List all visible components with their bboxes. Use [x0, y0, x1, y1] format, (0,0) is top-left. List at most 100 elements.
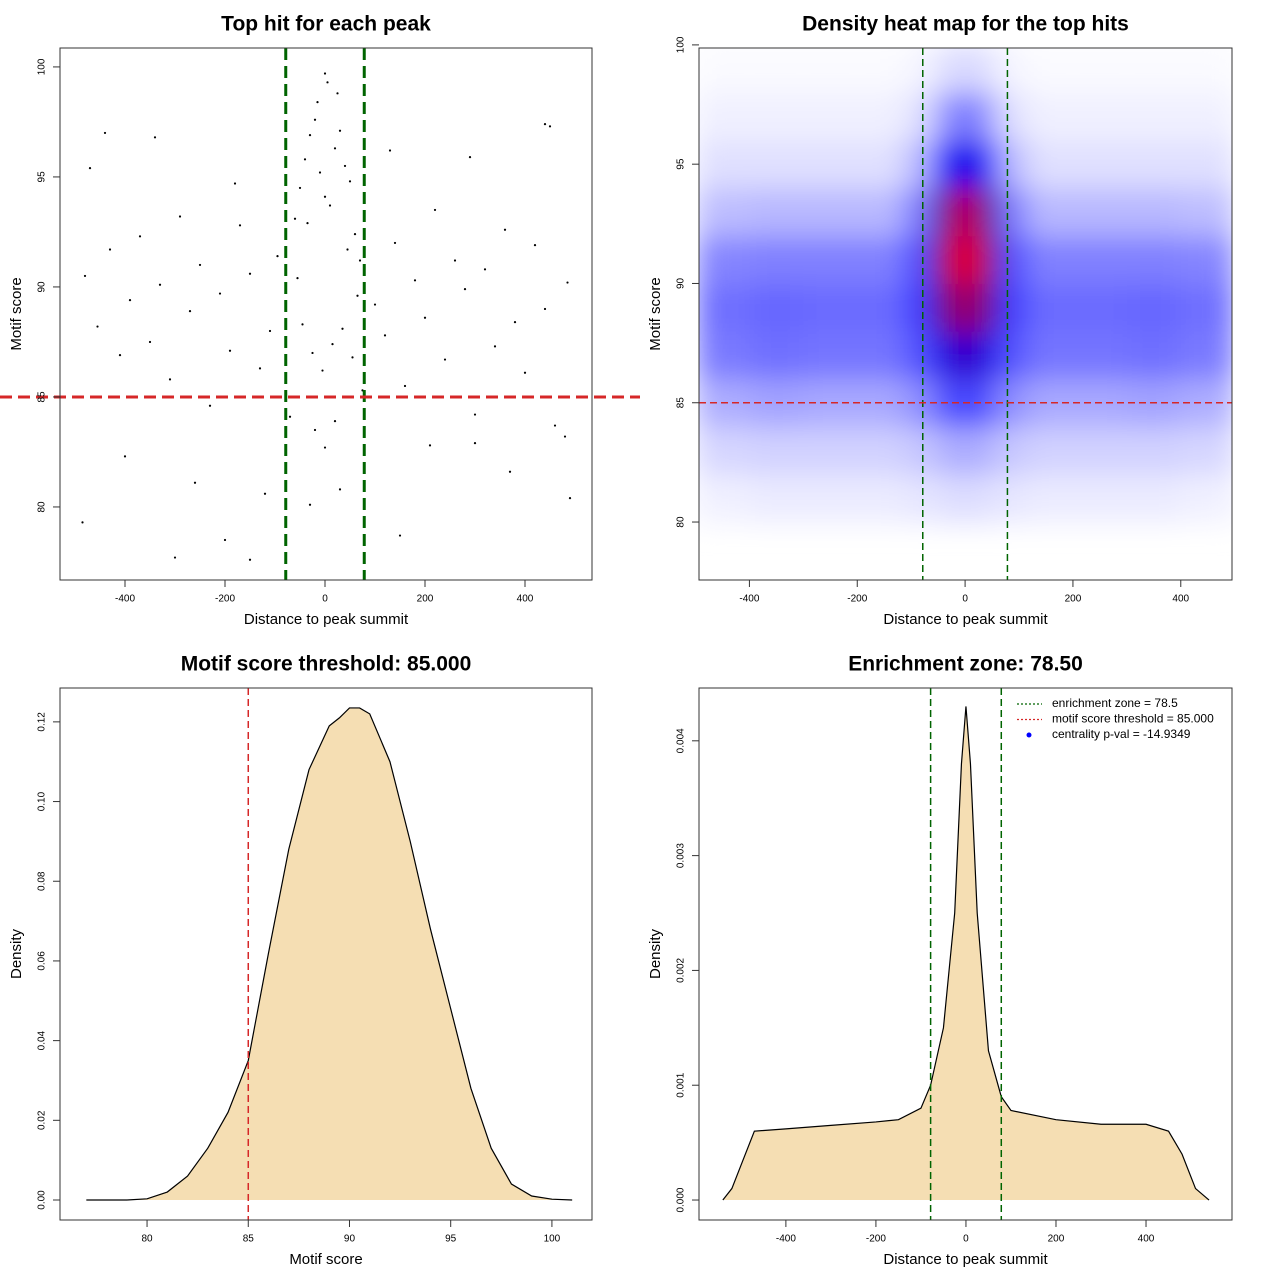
- point: [258, 367, 262, 370]
- point: [308, 503, 312, 506]
- heat-cell: [954, 48, 977, 94]
- point: [248, 558, 252, 561]
- panel: -400 -200 0 200 400 80 85 90 95 100 Top hit for ea…: [0, 13, 640, 628]
- heat-cell: [975, 235, 998, 284]
- y-tick-label: 80: [676, 516, 687, 528]
- heat-cell: [975, 474, 998, 523]
- heat-cell: [932, 140, 955, 189]
- panel: 80 85 90 95 100 0.00 0.02 0.04 0.06 0.08 0.10 0.12 M…: [8, 653, 593, 1268]
- heat-cell: [857, 92, 904, 141]
- point: [301, 323, 304, 326]
- point: [543, 307, 547, 311]
- point: [218, 292, 222, 295]
- point: [298, 186, 302, 190]
- panel: -400 -200 0 200 400 0.000 0.001 0.002 0.003 0.004…: [647, 653, 1233, 1268]
- heat-cell: [699, 140, 750, 189]
- x-tick-label: -200: [866, 1234, 886, 1245]
- y-tick-label: 85: [676, 397, 687, 409]
- point: [311, 351, 314, 355]
- point: [388, 149, 392, 152]
- chart-title: Density heat map for the top hits: [802, 13, 1129, 36]
- heat-cell: [1180, 331, 1232, 380]
- point: [316, 101, 319, 104]
- heat-cell: [699, 331, 750, 380]
- point: [238, 224, 242, 227]
- point: [336, 92, 339, 95]
- heat-cell: [932, 188, 955, 237]
- heat-cell: [997, 426, 1028, 475]
- point: [543, 123, 547, 126]
- x-tick-label: 0: [962, 594, 968, 605]
- point: [346, 248, 349, 251]
- y-tick-label: 0.08: [37, 871, 48, 891]
- point: [208, 404, 212, 407]
- point: [323, 446, 327, 449]
- heat-cell: [857, 331, 904, 380]
- heat-cell: [997, 140, 1028, 189]
- heat-cell: [1072, 283, 1128, 332]
- point: [433, 208, 437, 212]
- point: [173, 556, 177, 559]
- point: [568, 497, 572, 500]
- heat-cell: [954, 92, 977, 141]
- point: [333, 147, 337, 150]
- y-tick-label: 0.12: [37, 712, 48, 732]
- point: [398, 534, 402, 537]
- point: [178, 215, 182, 218]
- point: [563, 435, 567, 438]
- point: [313, 118, 317, 121]
- point: [333, 420, 337, 423]
- point: [341, 327, 344, 330]
- heat-cell: [903, 48, 934, 94]
- point: [198, 263, 202, 267]
- heat-cell: [857, 283, 904, 332]
- plot-frame: [59, 47, 593, 581]
- x-axis-label: Distance to peak summit: [883, 611, 1048, 628]
- point: [276, 255, 279, 258]
- panel: -400 -200 0 200 400 80 85 90 95 100 Density heat m…: [647, 13, 1233, 628]
- point: [323, 72, 327, 75]
- point: [553, 424, 557, 427]
- x-axis-label: Distance to peak summit: [244, 611, 409, 628]
- heat-cell: [975, 331, 998, 380]
- point: [473, 413, 477, 416]
- point: [351, 356, 354, 359]
- point: [148, 340, 152, 344]
- heat-cell: [954, 188, 977, 237]
- x-tick-label: 400: [1172, 594, 1189, 605]
- heat-cell: [997, 92, 1028, 141]
- y-axis-label: Motif score: [647, 277, 664, 350]
- y-tick-label: 0.02: [37, 1110, 48, 1130]
- point: [321, 369, 324, 372]
- point: [428, 444, 432, 447]
- point: [233, 182, 237, 185]
- heat-cell: [803, 188, 858, 237]
- plot-area: [86, 688, 573, 1220]
- y-tick-label: 0.004: [676, 728, 687, 753]
- point: [468, 156, 472, 159]
- heat-cell: [699, 92, 750, 141]
- y-tick-label: 80: [37, 501, 48, 513]
- heat-cell: [1072, 48, 1128, 94]
- y-axis-label: Motif score: [8, 277, 25, 350]
- y-tick-label: 0.10: [37, 791, 48, 811]
- heat-cell: [997, 283, 1028, 332]
- heat-cell: [749, 140, 804, 189]
- heat-cell: [903, 140, 934, 189]
- point: [228, 349, 232, 352]
- heat-cell: [803, 331, 858, 380]
- heat-cell: [803, 283, 858, 332]
- point: [523, 371, 527, 374]
- heat-cell: [1180, 48, 1232, 94]
- heat-cell: [954, 283, 977, 332]
- point: [373, 303, 377, 306]
- point: [288, 415, 292, 418]
- heat-cell: [997, 331, 1028, 380]
- y-tick-label: 95: [676, 158, 687, 170]
- point: [403, 384, 407, 388]
- heat-cell: [954, 140, 977, 189]
- point: [533, 244, 537, 247]
- heat-cell: [749, 235, 804, 284]
- heat-cell: [1072, 188, 1128, 237]
- heat-cell: [857, 188, 904, 237]
